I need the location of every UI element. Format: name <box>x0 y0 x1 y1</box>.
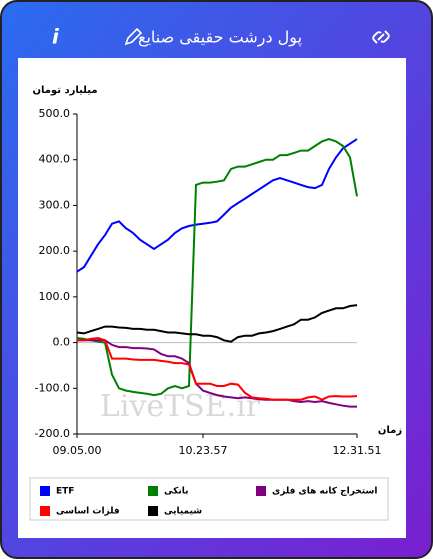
legend-label: فلزات اساسی <box>56 507 120 517</box>
y-tick-label: -200.0 <box>35 427 70 440</box>
series-line <box>77 339 357 408</box>
card-title: پول درشت حقیقی صنایع <box>138 28 302 48</box>
watermark: LiveTSE.ir <box>100 389 261 424</box>
y-tick-label: -100.0 <box>35 381 70 394</box>
legend-label: استخراج کانه های فلزی <box>272 487 377 497</box>
series-line <box>77 336 358 401</box>
legend-swatch <box>256 486 266 496</box>
legend-label: بانکی <box>164 487 188 497</box>
x-tick-label: 12.31.51 <box>333 444 382 457</box>
legend-label: ETF <box>56 487 74 497</box>
legend-swatch <box>148 506 158 516</box>
link-icon[interactable] <box>372 30 390 44</box>
info-button[interactable]: i <box>52 25 60 49</box>
y-tick-label: 300.0 <box>39 198 71 211</box>
y-tick-label: 400.0 <box>39 153 71 166</box>
edit-icon[interactable] <box>124 27 143 46</box>
y-tick-label: 0.0 <box>53 336 71 349</box>
series-line <box>76 138 358 397</box>
legend-swatch <box>40 506 50 516</box>
x-tick-label: 09.05.00 <box>53 444 102 457</box>
series-line <box>76 138 358 273</box>
y-tick-label: 500.0 <box>39 107 71 120</box>
chart-panel <box>18 58 406 538</box>
y-tick-label: 100.0 <box>39 290 71 303</box>
x-tick-label: 10.23.57 <box>179 444 228 457</box>
series-line <box>76 304 358 343</box>
y-tick-label: 200.0 <box>39 244 71 257</box>
x-axis-label: زمان <box>378 425 402 436</box>
legend-swatch <box>40 486 50 496</box>
legend-swatch <box>148 486 158 496</box>
y-axis-label: میلیارد تومان <box>32 85 97 96</box>
legend-box <box>29 477 389 521</box>
legend-label: شیمیایی <box>164 507 202 517</box>
